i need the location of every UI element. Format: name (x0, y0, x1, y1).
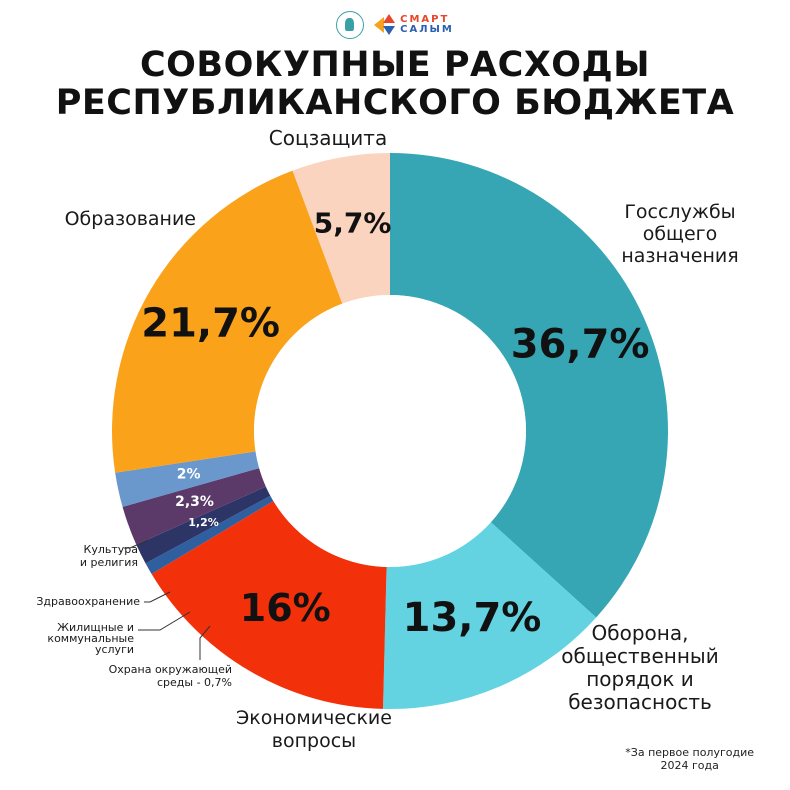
seal-logo-icon (336, 11, 365, 39)
slice-env (145, 495, 274, 575)
category-label-social: Соцзащита (269, 126, 387, 150)
leader-health (144, 591, 171, 603)
slice-edu (111, 170, 343, 473)
slice-social (292, 153, 390, 304)
value-label-defense: 13,7% (403, 595, 542, 641)
category-label-env: Охрана окружающей среды - 0,7% (109, 663, 232, 689)
slice-culture (115, 451, 260, 507)
value-label-gov: 36,7% (511, 322, 650, 368)
value-label-housing: 1,2% (188, 516, 219, 529)
category-label-culture: Культура и религия (80, 543, 138, 569)
category-label-gov: Госслужбы общего назначения (621, 201, 738, 267)
title-line2: РЕСПУБЛИКАНСКОГО БЮДЖЕТА (55, 83, 735, 123)
title-line1: СОВОКУПНЫЕ РАСХОДЫ (139, 45, 650, 85)
category-label-defense: Оборона, общественный порядок и безопасност… (561, 621, 718, 714)
leader-culture (124, 539, 149, 549)
footnote-line1: *За первое полугодие (625, 746, 754, 759)
value-labels: 36,7% 13,7% 16% 1,2% 2,3% 2% 21,7% 5,7% (141, 206, 649, 641)
brand-mark-icon (374, 14, 396, 36)
leader-housing (138, 611, 191, 631)
brand-line2: САЛЫМ (400, 24, 454, 35)
value-label-culture: 2% (177, 467, 201, 483)
category-label-health: Здравоохранение (36, 595, 140, 608)
donut-slices (111, 153, 668, 709)
category-label-edu: Образование (65, 208, 196, 230)
slice-econ (151, 500, 387, 709)
page-title: СОВОКУПНЫЕ РАСХОДЫ РЕСПУБЛИКАНСКОГО БЮДЖ… (0, 46, 790, 122)
brand-line1: СМАРТ (400, 14, 450, 25)
value-label-edu: 21,7% (141, 301, 280, 347)
footnote: *За первое полугодие 2024 года (625, 746, 754, 772)
value-label-social: 5,7% (314, 206, 392, 239)
donut-hole (254, 295, 526, 567)
leader-lines (124, 539, 211, 660)
category-label-econ: Экономические вопросы (236, 707, 392, 752)
slice-gov (390, 153, 668, 618)
slice-housing (136, 486, 271, 564)
footnote-line2: 2024 года (660, 759, 719, 772)
brand-logo: СМАРТ САЛЫМ (374, 14, 454, 36)
leader-env (199, 625, 211, 660)
category-labels: Госслужбы общего назначения Оборона, обществ… (36, 126, 738, 752)
value-label-econ: 16% (240, 586, 331, 630)
slice-health (122, 468, 266, 545)
value-label-health: 2,3% (175, 494, 214, 510)
category-label-housing: Жилищные и коммунальные услуги (47, 621, 134, 656)
slice-defense (383, 522, 597, 709)
logo-bar: СМАРТ САЛЫМ (0, 8, 790, 42)
